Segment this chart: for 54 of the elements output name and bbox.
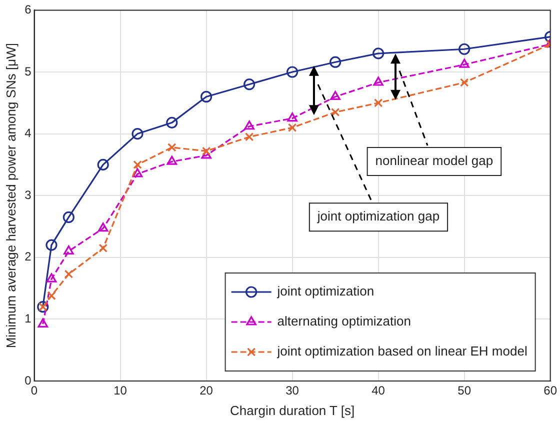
x-tick-label: 10 [114, 384, 128, 398]
point [38, 318, 48, 328]
point [372, 48, 384, 60]
point [98, 244, 108, 252]
point [330, 90, 340, 100]
legend-label: joint optimization based on linear EH model [276, 344, 528, 359]
point [166, 156, 178, 165]
y-tick-label: 0 [24, 373, 32, 388]
point [47, 291, 56, 300]
y-tick-label: 2 [24, 250, 32, 264]
x-tick-label: 60 [544, 384, 558, 398]
point [64, 270, 74, 278]
y-tick-label: 5 [24, 64, 32, 78]
point [166, 116, 178, 128]
y-axis-title: Minimum average harvested power among SNs [μW] [3, 43, 18, 348]
point [201, 150, 212, 159]
y-tick-label: 1 [24, 312, 32, 326]
point [459, 58, 470, 68]
point [132, 128, 144, 140]
point [244, 120, 254, 130]
point [46, 239, 58, 251]
annotation: nonlinear model gap [375, 153, 494, 168]
point [374, 98, 383, 108]
point [460, 78, 469, 87]
legend-label: joint optimization [276, 284, 374, 299]
y-tick-label: 6 [24, 2, 32, 17]
legend-label: alternating optimization [277, 314, 411, 329]
point [200, 90, 212, 103]
point [168, 143, 176, 152]
point [97, 158, 109, 170]
point [288, 123, 297, 132]
point [287, 112, 298, 122]
x-tick-label: 30 [286, 384, 300, 398]
point [46, 273, 57, 282]
y-tick-label: 4 [24, 126, 32, 140]
point [330, 56, 342, 68]
point [62, 211, 74, 224]
point [243, 78, 256, 90]
y-tick-label: 3 [24, 188, 32, 202]
point [132, 168, 143, 178]
annotation: joint optimization gap [316, 208, 440, 224]
point [133, 160, 142, 170]
point [373, 76, 384, 86]
x-tick-label: 20 [200, 384, 214, 398]
point [286, 66, 298, 78]
point [330, 108, 340, 117]
x-axis-title: Chargin duration T [s] [230, 402, 355, 418]
x-tick-label: 40 [372, 384, 386, 398]
point [244, 132, 254, 142]
x-tick-label: 50 [458, 384, 472, 398]
point [202, 146, 211, 156]
point [64, 245, 74, 255]
point [98, 222, 108, 232]
point [458, 43, 470, 55]
